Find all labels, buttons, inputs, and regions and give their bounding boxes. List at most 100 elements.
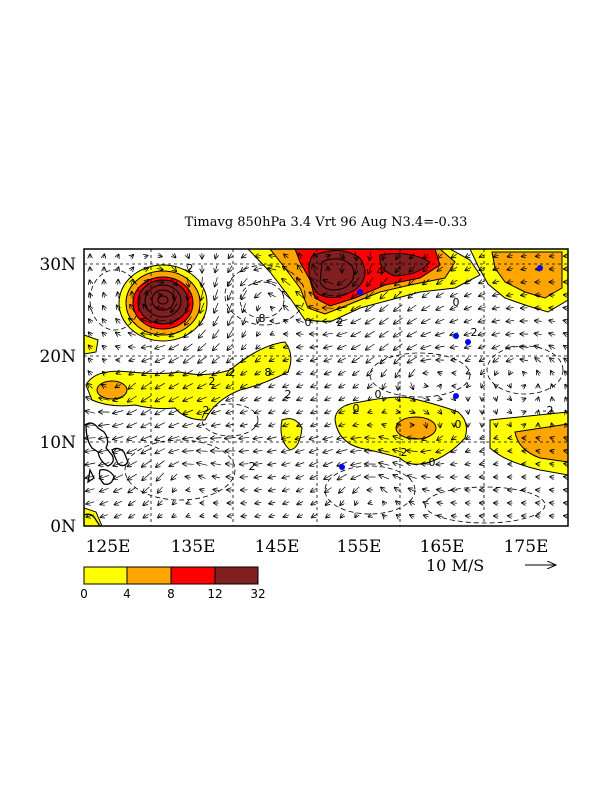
wind-arrow-icon <box>426 422 427 428</box>
wind-arrow-icon <box>186 502 190 504</box>
wind-arrow-icon <box>198 329 206 338</box>
wind-arrow-icon <box>201 289 203 301</box>
wind-arrow-icon <box>380 317 389 324</box>
wind-arrow-icon <box>534 333 542 335</box>
wind-arrow-icon <box>365 330 375 337</box>
wind-arrow-icon <box>228 302 233 313</box>
wind-arrow-icon <box>226 383 234 388</box>
wind-arrow-icon <box>156 472 164 481</box>
wind-arrow-icon <box>324 474 333 480</box>
wind-arrow-icon <box>213 343 220 350</box>
wind-arrow-icon <box>466 372 470 374</box>
wind-arrow-icon <box>480 450 485 451</box>
wind-arrow-icon <box>202 276 203 287</box>
wind-arrow-icon <box>337 293 348 296</box>
wind-arrow-icon <box>509 398 512 401</box>
wind-arrow-icon <box>464 307 472 310</box>
colorbar-tick-label: 12 <box>207 587 222 601</box>
contour-label: 8 <box>265 366 272 379</box>
wind-arrow-icon <box>407 317 417 324</box>
wind-arrow-icon <box>171 303 178 313</box>
wind-arrow-icon <box>226 477 234 478</box>
wind-arrow-icon <box>552 410 553 414</box>
wind-arrow-icon <box>351 474 362 480</box>
wind-arrow-icon <box>465 267 472 270</box>
wind-arrow-icon <box>142 370 151 376</box>
wind-arrow-icon <box>117 267 118 271</box>
wind-arrow-icon <box>85 463 96 465</box>
wind-arrow-icon <box>480 437 484 439</box>
wind-arrow-icon <box>549 345 556 348</box>
wind-arrow-icon <box>268 268 277 270</box>
wind-arrow-icon <box>394 291 403 298</box>
wind-arrow-icon <box>158 256 162 257</box>
wind-arrow-icon <box>409 278 416 285</box>
contour-label: 2 <box>209 375 216 388</box>
map-title: Timavg 850hPa 3.4 Vrt 96 Aug N3.4=-0.33 <box>185 215 468 230</box>
contour-label: 2 <box>229 366 236 379</box>
wind-arrow-icon <box>365 438 376 439</box>
wind-arrow-icon <box>383 251 386 260</box>
wind-arrow-icon <box>550 503 555 504</box>
contour-label: 0 <box>375 388 382 401</box>
wind-arrow-icon <box>366 356 375 363</box>
wind-arrow-icon <box>183 356 193 363</box>
wind-arrow-icon <box>155 370 165 375</box>
wind-arrow-icon <box>156 282 163 283</box>
wind-arrow-icon <box>241 357 248 363</box>
wind-arrow-icon <box>282 291 291 299</box>
wind-arrow-icon <box>183 383 193 388</box>
lat-label: 20N <box>39 347 76 367</box>
wind-arrow-icon <box>227 516 233 517</box>
wind-arrow-icon <box>255 358 261 362</box>
wind-arrow-icon <box>493 268 500 270</box>
wind-arrow-icon <box>269 372 276 375</box>
wind-arrow-icon <box>380 304 389 312</box>
lat-label: 30N <box>39 255 76 275</box>
wind-arrow-icon <box>355 251 356 261</box>
wind-arrow-icon <box>368 263 373 274</box>
wind-arrow-icon <box>439 384 441 387</box>
wind-arrow-icon <box>197 424 208 427</box>
lon-label: 145E <box>255 537 300 557</box>
wind-arrow-icon <box>299 253 302 259</box>
wind-arrow-icon <box>88 371 92 375</box>
wind-arrow-icon <box>353 370 360 376</box>
wind-arrow-icon <box>451 280 458 284</box>
graticule <box>84 249 568 526</box>
wind-arrow-icon <box>552 397 553 401</box>
wind-arrow-icon <box>257 305 259 311</box>
wind-arrow-icon <box>144 268 149 270</box>
wind-arrow-icon <box>451 450 458 453</box>
wind-arrow-icon <box>127 435 138 440</box>
wind-arrow-icon <box>144 255 148 256</box>
wind-arrow-icon <box>311 501 318 505</box>
wind-arrow-icon <box>393 330 403 337</box>
wind-arrow-icon <box>127 395 137 402</box>
wind-arrow-icon <box>382 424 386 426</box>
wind-arrow-icon <box>323 461 333 466</box>
wind-arrow-icon <box>297 398 304 401</box>
wind-arrow-icon <box>241 290 248 299</box>
wind-arrow-icon <box>212 476 220 478</box>
wind-arrow-icon <box>198 343 207 350</box>
wind-arrow-icon <box>379 437 390 440</box>
wind-arrow-icon <box>436 333 445 336</box>
wind-arrow-icon <box>337 278 347 285</box>
wind-arrow-icon <box>297 372 304 374</box>
wind-arrow-icon <box>535 256 541 257</box>
wind-arrow-icon <box>495 410 496 414</box>
wind-arrow-icon <box>506 320 514 321</box>
lat-label: 10N <box>39 433 76 453</box>
wind-arrow-icon <box>311 398 318 401</box>
wind-arrow-icon <box>481 384 483 388</box>
wind-arrow-icon <box>118 292 119 299</box>
wind-arrow-icon <box>296 291 305 299</box>
lon-label: 125E <box>86 537 131 557</box>
wind-arrow-icon <box>465 463 471 464</box>
wind-arrow-icon <box>534 321 542 322</box>
wind-arrow-icon <box>113 396 124 401</box>
wind-arrow-icon <box>537 397 538 401</box>
wind-arrow-icon <box>183 369 193 376</box>
wind-arrow-icon <box>550 358 555 362</box>
